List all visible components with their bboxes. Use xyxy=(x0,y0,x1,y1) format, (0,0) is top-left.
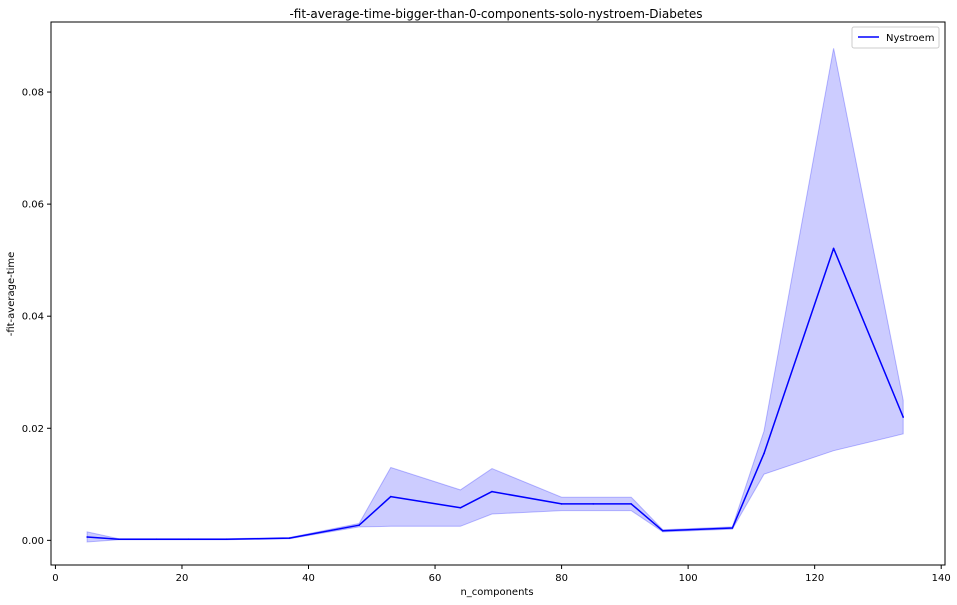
x-tick-label: 20 xyxy=(176,573,189,584)
data-point xyxy=(86,536,88,538)
y-axis-title: -fit-average-time xyxy=(6,252,17,337)
data-point xyxy=(662,530,664,532)
y-tick-label: 0.00 xyxy=(22,536,44,547)
data-point xyxy=(225,538,228,540)
x-axis: 0 20 40 60 80 100 120 140 xyxy=(52,565,951,584)
data-point xyxy=(731,527,734,529)
data-point xyxy=(459,507,462,509)
legend-box xyxy=(851,26,940,49)
x-tick-label: 120 xyxy=(805,573,824,584)
data-point xyxy=(902,416,904,418)
x-tick-label: 100 xyxy=(679,573,698,584)
x-tick-label: 40 xyxy=(302,573,315,584)
data-point xyxy=(763,452,765,455)
x-tick-label: 60 xyxy=(429,573,442,584)
plot-frame xyxy=(50,21,946,566)
x-tick-label: 140 xyxy=(932,573,951,584)
data-point xyxy=(592,503,594,505)
x-tick-label: 80 xyxy=(555,573,568,584)
chart-title: -fit-average-time-bigger-than-0-componen… xyxy=(289,7,702,21)
data-point xyxy=(358,524,360,526)
y-tick-label: 0.04 xyxy=(22,312,44,323)
data-point xyxy=(630,503,632,505)
x-tick-label: 0 xyxy=(52,573,58,584)
x-axis-title: n_components xyxy=(460,587,533,598)
plot-area xyxy=(86,48,904,543)
data-point xyxy=(832,247,835,250)
legend: Nystroem xyxy=(851,26,940,49)
data-point xyxy=(491,490,493,493)
y-tick-label: 0.06 xyxy=(22,200,44,211)
y-tick-label: 0.02 xyxy=(22,424,44,435)
confidence-band xyxy=(86,48,904,543)
legend-label: Nystroem xyxy=(886,33,934,44)
data-point xyxy=(288,537,291,539)
y-axis: 0.00 0.02 0.04 0.06 0.08 xyxy=(22,88,51,547)
y-tick-label: 0.08 xyxy=(22,88,44,99)
data-point xyxy=(117,538,120,540)
data-point xyxy=(390,495,392,498)
data-point xyxy=(187,538,190,540)
data-point xyxy=(155,538,158,540)
data-point xyxy=(560,503,563,505)
data-point xyxy=(257,537,259,540)
